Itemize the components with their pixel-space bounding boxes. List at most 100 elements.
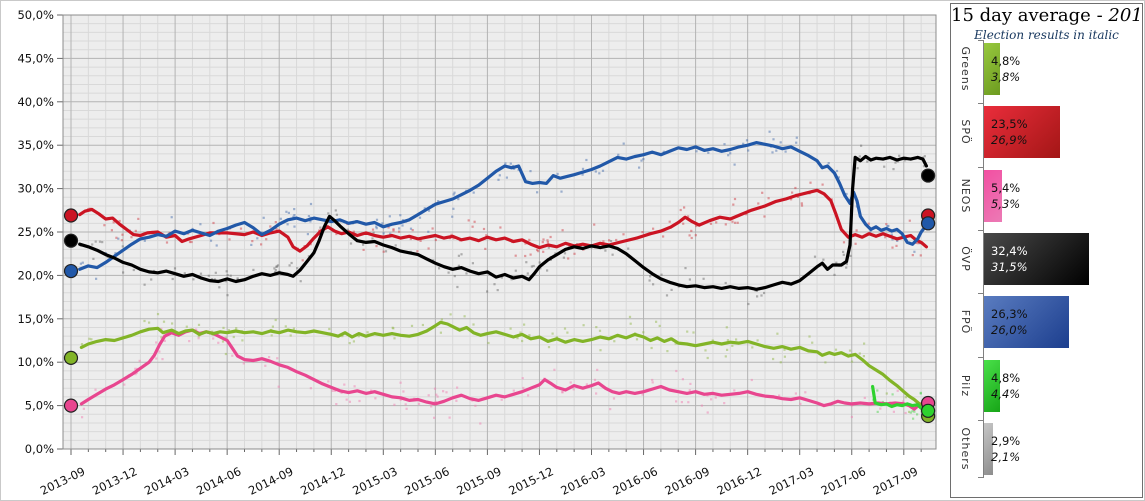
x-tick-label: 2016-09 — [663, 464, 712, 498]
party-label-ovp: ÖVP — [959, 246, 972, 272]
legend-row-greens: Greens 4,8% 3,8% — [951, 43, 1142, 95]
election-result-dots — [63, 168, 936, 424]
legend-title-separator: - — [1090, 5, 1109, 26]
average-value: 32,4% — [991, 243, 1028, 258]
party-label-greens: Greens — [959, 46, 972, 92]
legend-bar-others — [984, 422, 993, 475]
legend-bar-pilz — [984, 359, 1000, 412]
y-tick-label: 50,0% — [17, 8, 54, 22]
y-tick-label: 0,0% — [25, 442, 54, 456]
election-result-value: 26,9% — [991, 133, 1028, 148]
x-tick-label: 2016-03 — [558, 464, 607, 498]
result-dot-2013-spo — [63, 208, 79, 223]
legend-row-spo: SPÖ 23,5% 26,9% — [951, 106, 1142, 159]
y-tick-label: 5,0% — [25, 399, 54, 413]
result-dot-2017-ovp — [920, 168, 936, 183]
legend-axis-tick — [978, 419, 984, 421]
legend-values-ovp: 32,4% 31,5% — [991, 243, 1028, 275]
y-tick-label: 40,0% — [17, 95, 54, 109]
x-tick-label: 2015-12 — [506, 464, 555, 498]
legend-axis-tick — [978, 40, 984, 41]
x-tick-label: 2014-12 — [298, 464, 347, 498]
legend-values-fpo: 26,3% 26,0% — [991, 306, 1028, 338]
legend-row-pilz: Pilz 4,8% 4,4% — [951, 359, 1142, 412]
election-result-value: 3,8% — [991, 70, 1021, 84]
legend-values-pilz: 4,8% 4,4% — [991, 370, 1020, 402]
party-label-fpo: FPÖ — [959, 309, 972, 335]
series-line-ovp — [78, 154, 929, 291]
average-value: 26,3% — [991, 307, 1028, 322]
legend-row-neos: NEOS 5,4% 5,3% — [951, 169, 1142, 222]
x-tick-label: 2014-06 — [194, 464, 243, 498]
result-dot-2013-ovp — [63, 233, 79, 248]
result-dot-2013-neos — [63, 398, 79, 413]
series-line-greens — [79, 320, 929, 409]
legend-bar-spo — [984, 106, 1060, 159]
y-tick-label: 35,0% — [17, 138, 54, 152]
y-tick-label: 10,0% — [17, 355, 54, 369]
polling-chart: 0,0% 5,0% 10,0% 15,0% 20,0% 25,0% 30,0% 35,0% 40… — [17, 8, 937, 498]
legend-title-date: 2017-10-09 — [1108, 5, 1144, 26]
x-tick-label: 2016-06 — [611, 464, 660, 498]
legend-bar-greens — [984, 43, 1000, 95]
legend-title: 15 day average - 2017-10-09 — [951, 5, 1144, 26]
legend-axis-tick — [978, 229, 984, 231]
result-dot-2017-fpo — [920, 216, 936, 231]
y-tick-label: 25,0% — [17, 225, 54, 239]
series-line-fpo — [78, 141, 929, 271]
legend-axis-line — [983, 40, 984, 478]
average-value: 2,9% — [991, 433, 1021, 448]
legend-axis-tick — [978, 166, 984, 168]
x-tick-label: 2015-06 — [402, 464, 451, 498]
legend-values-neos: 5,4% 5,3% — [991, 180, 1020, 212]
legend-title-text: 15 day average — [951, 5, 1091, 26]
legend-bar-neos — [984, 169, 1002, 222]
x-tick-label: 2017-09 — [871, 464, 920, 498]
legend-row-fpo: FPÖ 26,3% 26,0% — [951, 296, 1142, 349]
legend-values-greens: 4,8% 3,8% — [991, 53, 1020, 85]
party-label-spo: SPÖ — [959, 119, 972, 145]
x-tick-label: 2013-12 — [90, 464, 139, 498]
party-label-neos: NEOS — [959, 178, 972, 214]
legend-bar-ovp — [984, 232, 1089, 285]
x-tick-label: 2017-06 — [819, 464, 868, 498]
legend-bar-fpo — [984, 296, 1069, 349]
legend-axis-tick — [978, 293, 984, 295]
x-tick-label: 2014-03 — [142, 464, 191, 498]
x-tick-label: 2014-09 — [246, 464, 295, 498]
legend-row-ovp: ÖVP 32,4% 31,5% — [951, 232, 1142, 285]
average-value: 23,5% — [991, 117, 1028, 132]
election-result-value: 31,5% — [991, 259, 1028, 274]
x-tick-label: 2015-09 — [454, 464, 503, 498]
election-result-value: 4,4% — [991, 386, 1021, 401]
legend-values-spo: 23,5% 26,9% — [991, 116, 1028, 148]
y-tick-label: 20,0% — [17, 268, 54, 282]
x-tick-label: 2016-12 — [715, 464, 764, 498]
result-dot-2017-pilz — [920, 403, 936, 418]
election-result-value: 2,1% — [991, 449, 1021, 464]
party-label-pilz: Pilz — [959, 374, 972, 397]
legend-axis-tick — [978, 356, 984, 358]
plot-border — [62, 14, 937, 450]
x-tick-label: 2017-03 — [767, 464, 816, 498]
x-tick-label: 2015-03 — [350, 464, 399, 498]
result-dot-2013-greens — [63, 350, 79, 365]
average-value: 5,4% — [991, 180, 1021, 195]
series-line-pilz — [870, 384, 929, 412]
average-value: 4,8% — [991, 370, 1021, 385]
party-label-others: Others — [959, 427, 972, 471]
election-result-value: 26,0% — [991, 323, 1028, 338]
election-result-value: 5,3% — [991, 196, 1021, 211]
gridlines — [63, 15, 936, 449]
legend-panel: 15 day average - 2017-10-09 Election res… — [950, 3, 1144, 498]
legend-axis-tick — [978, 477, 984, 478]
legend-subtitle: Election results in italic — [974, 28, 1119, 42]
y-tick-label: 15,0% — [17, 312, 54, 326]
average-value: 4,8% — [991, 54, 1021, 68]
y-tick-label: 45,0% — [17, 51, 54, 65]
x-tick-label: 2013-09 — [38, 464, 87, 498]
legend-row-others: Others 2,9% 2,1% — [951, 422, 1142, 475]
result-dot-2013-fpo — [63, 263, 79, 279]
y-tick-label: 30,0% — [17, 182, 54, 196]
